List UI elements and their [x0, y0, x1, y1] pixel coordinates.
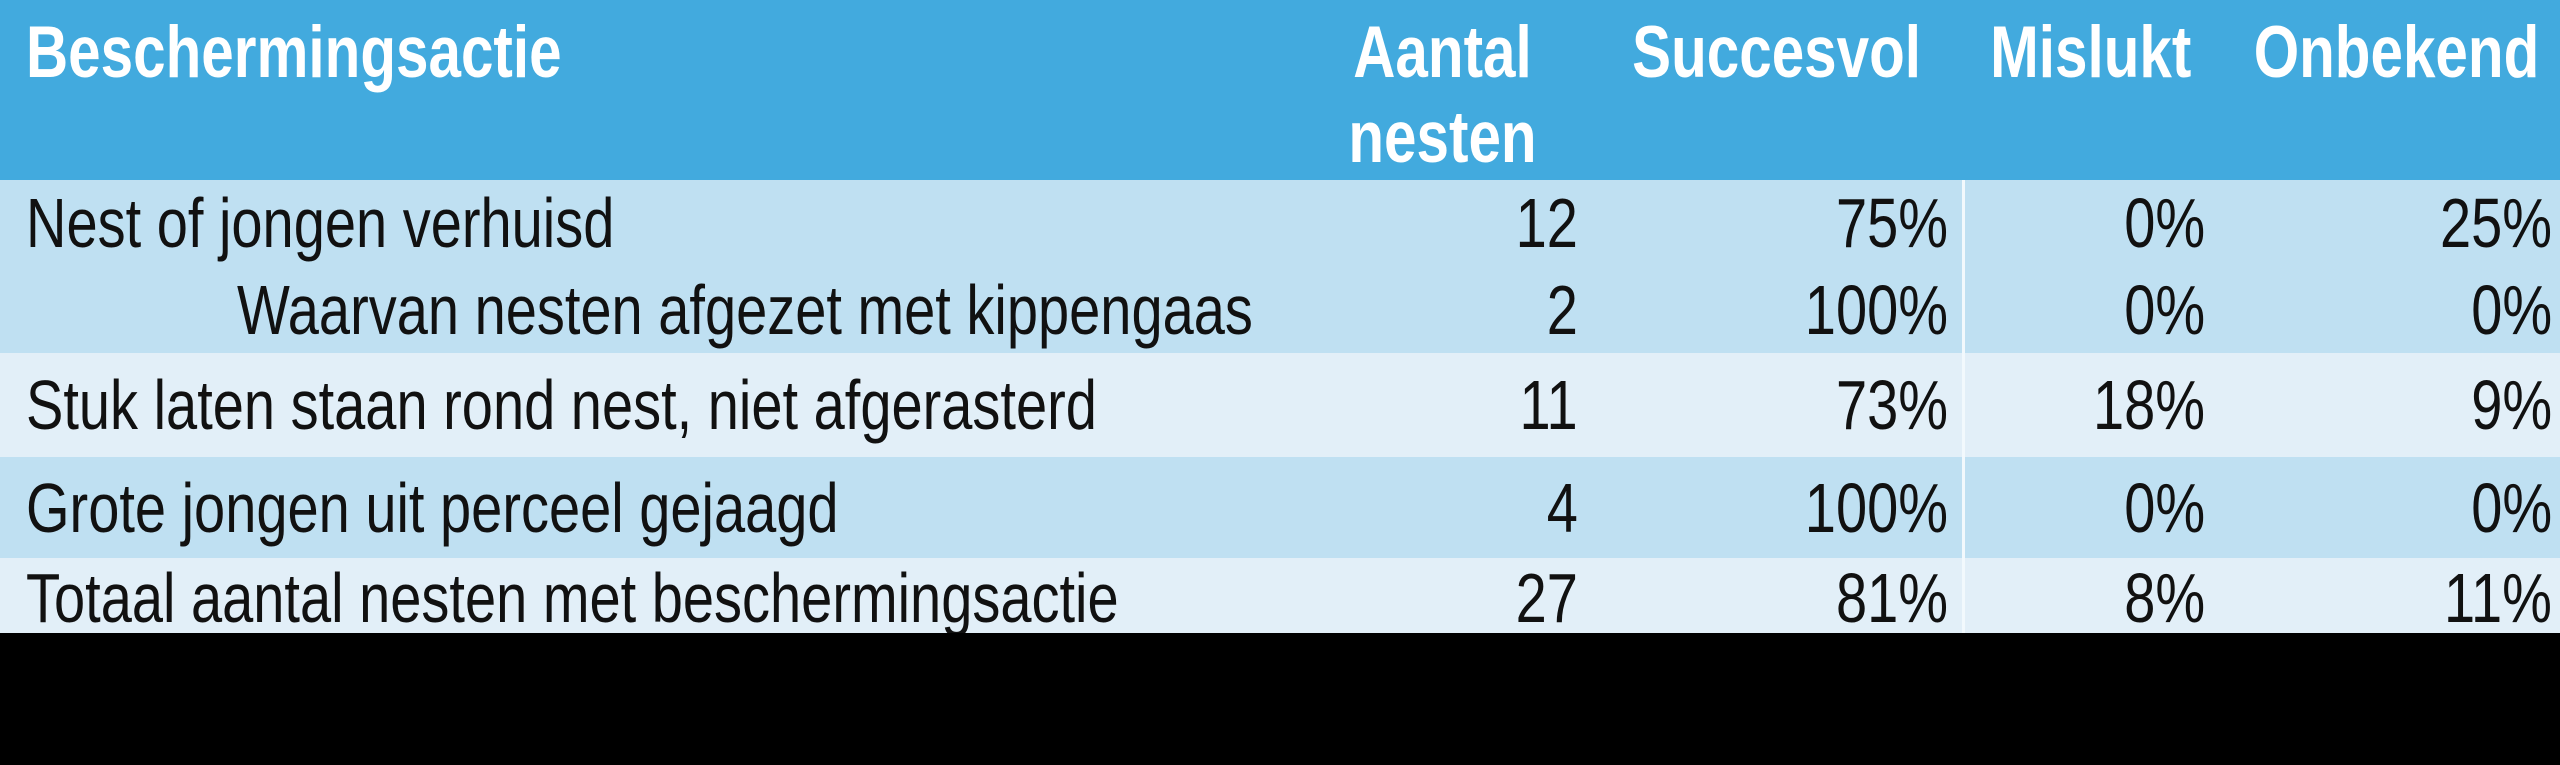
- cell-onbekend: 0%: [2218, 457, 2560, 558]
- column-header-aantal-nesten: Aantal nesten: [1295, 0, 1590, 180]
- cell-onbekend: 0%: [2218, 266, 2560, 353]
- cell-mislukt: 18%: [1961, 353, 2218, 457]
- column-header-beschermingsactie: Beschermingsactie: [0, 0, 1295, 180]
- cell-onbekend: 25%: [2218, 180, 2560, 266]
- cell-mislukt: 0%: [1961, 457, 2218, 558]
- cell-succesvol: 100%: [1590, 457, 1963, 558]
- table-row: Grote jongen uit perceel gejaagd 4 100% …: [0, 457, 2560, 558]
- cell-onbekend: 9%: [2218, 353, 2560, 457]
- cell-aantal-nesten: 11: [1295, 353, 1590, 457]
- row-label: Grote jongen uit perceel gejaagd: [0, 457, 1295, 558]
- table-row-total: Totaal aantal nesten met beschermingsact…: [0, 558, 2560, 638]
- table-header-row: Beschermingsactie Aantal nesten Succesvo…: [0, 0, 2560, 180]
- table-row: Waarvan nesten afgezet met kippengaas 2 …: [0, 266, 2560, 353]
- column-header-succesvol: Succesvol: [1590, 0, 1963, 180]
- cell-onbekend: 11%: [2218, 558, 2560, 638]
- cell-aantal-nesten: 27: [1295, 558, 1590, 638]
- cell-aantal-nesten: 12: [1295, 180, 1590, 266]
- row-label-total: Totaal aantal nesten met beschermingsact…: [0, 558, 1295, 638]
- cell-aantal-nesten: 4: [1295, 457, 1590, 558]
- table-row: Nest of jongen verhuisd 12 75% 0% 25%: [0, 180, 2560, 266]
- column-header-mislukt: Mislukt: [1963, 0, 2218, 180]
- cell-succesvol: 75%: [1590, 180, 1963, 266]
- bottom-black-bar: [0, 633, 2560, 765]
- cell-succesvol: 100%: [1590, 266, 1963, 353]
- cell-mislukt: 8%: [1961, 558, 2218, 638]
- table-row: Stuk laten staan rond nest, niet afgeras…: [0, 353, 2560, 457]
- row-label: Nest of jongen verhuisd: [0, 180, 1295, 266]
- row-label-indented: Waarvan nesten afgezet met kippengaas: [0, 266, 1295, 353]
- cell-mislukt: 0%: [1961, 266, 2218, 353]
- column-header-onbekend: Onbekend: [2218, 0, 2560, 180]
- row-label: Stuk laten staan rond nest, niet afgeras…: [0, 353, 1295, 457]
- nest-protection-table: Beschermingsactie Aantal nesten Succesvo…: [0, 0, 2560, 638]
- cell-succesvol: 81%: [1590, 558, 1963, 638]
- cell-aantal-nesten: 2: [1295, 266, 1590, 353]
- cell-mislukt: 0%: [1961, 180, 2218, 266]
- cell-succesvol: 73%: [1590, 353, 1963, 457]
